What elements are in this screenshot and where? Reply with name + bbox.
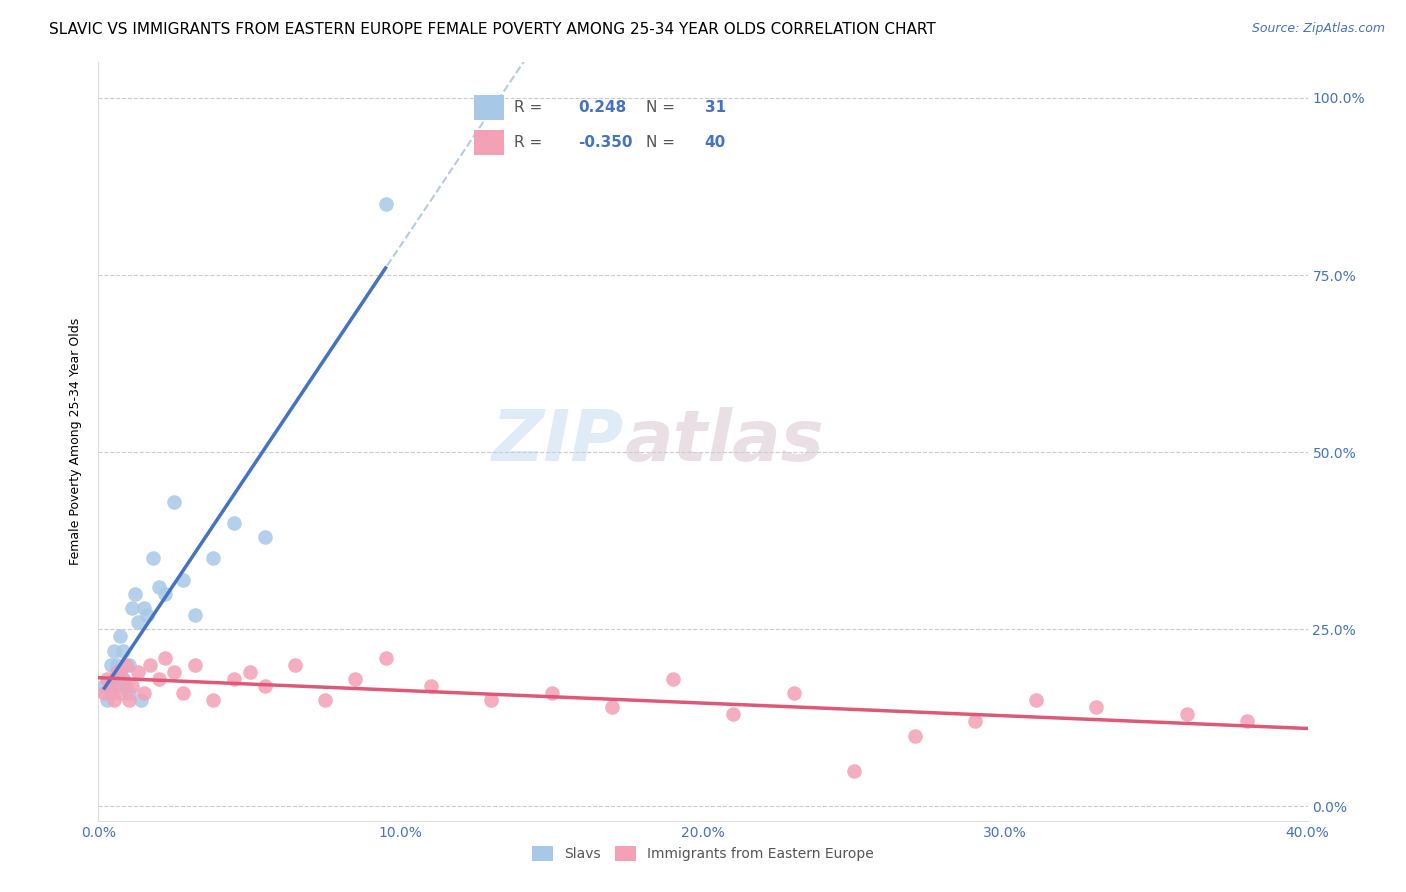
Point	[314, 693, 336, 707]
Point	[100, 679, 122, 693]
Point	[253, 530, 276, 544]
Point	[105, 657, 128, 672]
Text: SLAVIC VS IMMIGRANTS FROM EASTERN EUROPE FEMALE POVERTY AMONG 25-34 YEAR OLDS CO: SLAVIC VS IMMIGRANTS FROM EASTERN EUROPE…	[49, 22, 936, 37]
Point	[129, 693, 152, 707]
Text: atlas: atlas	[624, 407, 824, 476]
Point	[93, 686, 115, 700]
Point	[284, 657, 307, 672]
Point	[108, 629, 131, 643]
Point	[1236, 714, 1258, 729]
Point	[108, 665, 131, 679]
Point	[108, 686, 131, 700]
Point	[148, 580, 170, 594]
Point	[202, 693, 225, 707]
Point	[127, 665, 149, 679]
Point	[239, 665, 262, 679]
Point	[163, 665, 186, 679]
Point	[93, 679, 115, 693]
Point	[148, 672, 170, 686]
Point	[111, 672, 134, 686]
Point	[96, 672, 118, 686]
Point	[1024, 693, 1046, 707]
Point	[100, 657, 122, 672]
Point	[844, 764, 866, 778]
Point	[661, 672, 683, 686]
Point	[118, 686, 141, 700]
Point	[111, 643, 134, 657]
Y-axis label: Female Poverty Among 25-34 Year Olds: Female Poverty Among 25-34 Year Olds	[69, 318, 83, 566]
Point	[132, 601, 155, 615]
Point	[114, 657, 136, 672]
Point	[172, 686, 194, 700]
Point	[224, 672, 246, 686]
Point	[1175, 707, 1198, 722]
Point	[481, 693, 503, 707]
Legend: Slavs, Immigrants from Eastern Europe: Slavs, Immigrants from Eastern Europe	[527, 841, 879, 867]
Point	[121, 601, 143, 615]
Point	[374, 650, 396, 665]
Point	[103, 672, 125, 686]
Point	[127, 615, 149, 630]
Point	[172, 573, 194, 587]
Point	[111, 672, 134, 686]
Point	[118, 693, 141, 707]
Point	[118, 657, 141, 672]
Point	[153, 587, 176, 601]
Point	[602, 700, 624, 714]
Point	[105, 665, 128, 679]
Point	[184, 608, 207, 623]
Point	[153, 650, 176, 665]
Point	[253, 679, 276, 693]
Point	[114, 679, 136, 693]
Point	[224, 516, 246, 530]
Point	[184, 657, 207, 672]
Point	[124, 587, 146, 601]
Point	[965, 714, 987, 729]
Point	[103, 643, 125, 657]
Point	[139, 657, 162, 672]
Text: ZIP: ZIP	[492, 407, 624, 476]
Point	[783, 686, 806, 700]
Point	[100, 686, 122, 700]
Point	[374, 197, 396, 211]
Point	[142, 551, 165, 566]
Point	[96, 693, 118, 707]
Point	[103, 693, 125, 707]
Point	[540, 686, 562, 700]
Point	[904, 729, 927, 743]
Point	[163, 495, 186, 509]
Text: Source: ZipAtlas.com: Source: ZipAtlas.com	[1251, 22, 1385, 36]
Point	[105, 679, 128, 693]
Point	[121, 679, 143, 693]
Point	[202, 551, 225, 566]
Point	[420, 679, 443, 693]
Point	[723, 707, 745, 722]
Point	[132, 686, 155, 700]
Point	[344, 672, 367, 686]
Point	[135, 608, 157, 623]
Point	[1085, 700, 1108, 714]
